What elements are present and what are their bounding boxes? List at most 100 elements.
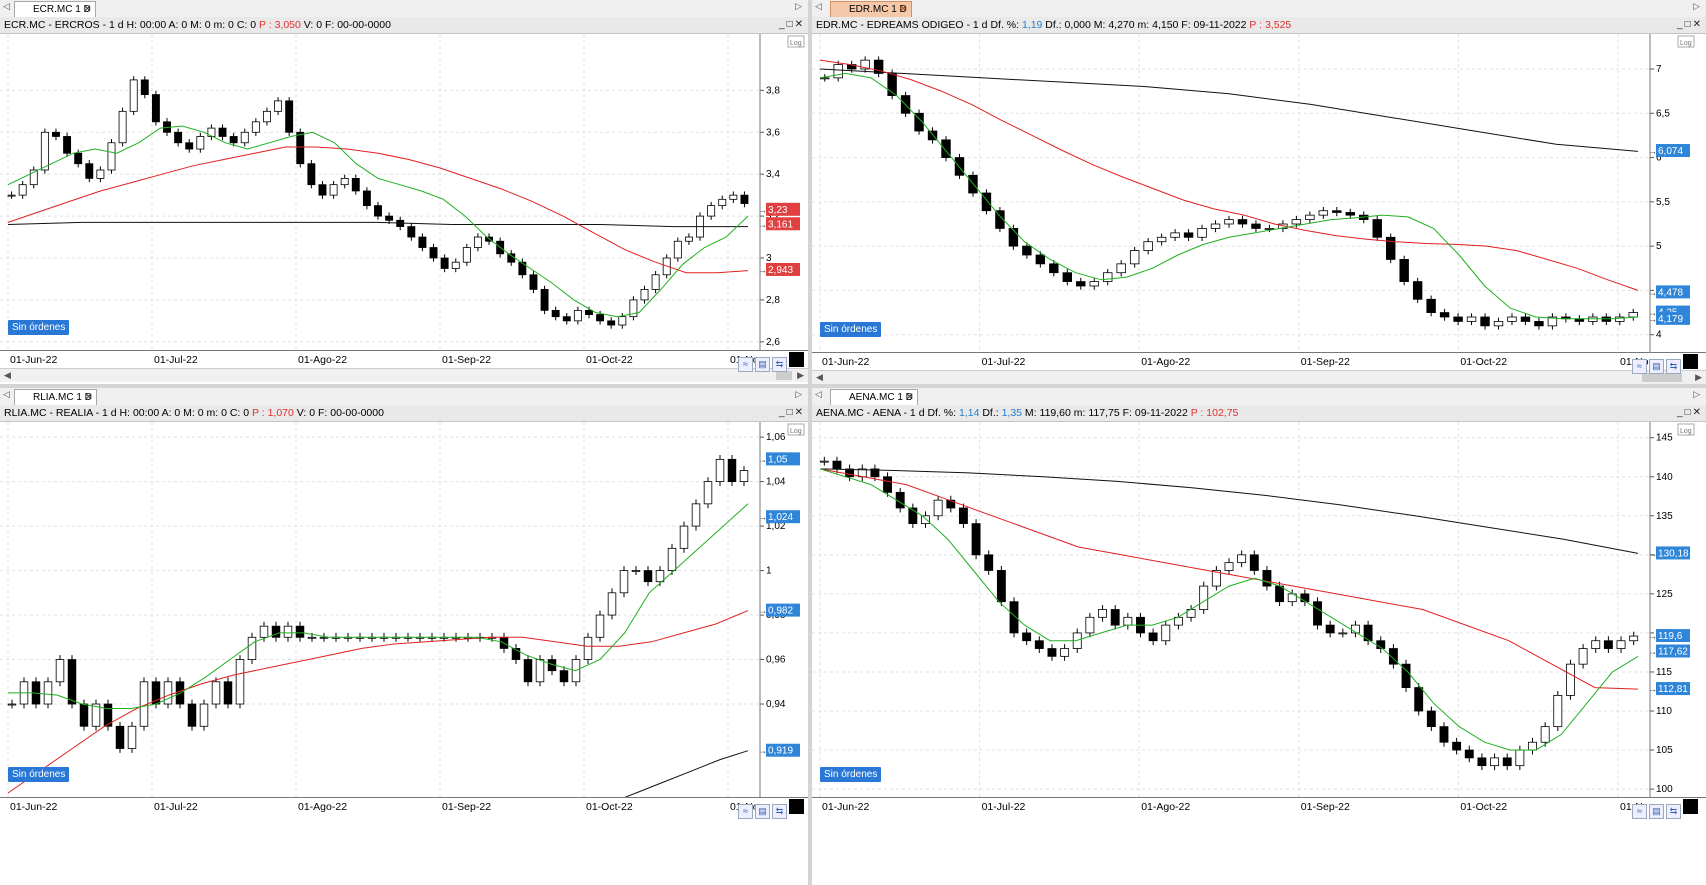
color-icon[interactable] xyxy=(789,352,804,367)
candle-body xyxy=(107,142,116,171)
candle-body xyxy=(832,460,842,470)
minimize-icon[interactable]: _ xyxy=(779,407,787,418)
close-icon[interactable]: ✕ xyxy=(794,19,805,30)
window-controls[interactable]: _□✕ xyxy=(1677,405,1703,421)
scroll-thumb[interactable] xyxy=(1642,373,1682,382)
candle-body xyxy=(40,131,49,171)
candle-body xyxy=(1565,663,1575,696)
price-tag xyxy=(766,452,800,466)
horizontal-scrollbar[interactable]: ◀ ▶ xyxy=(812,370,1706,384)
y-tick-label: 1,02 xyxy=(766,521,786,532)
candle-body xyxy=(79,703,89,727)
orders-badge[interactable]: Sin órdenes xyxy=(8,320,70,335)
color-icon[interactable] xyxy=(1683,354,1698,369)
candle-body xyxy=(1547,316,1558,327)
save-icon[interactable]: ▤ xyxy=(1649,804,1664,819)
last-price: P : 3,525 xyxy=(1249,19,1292,31)
price-tag-label: 130,18 xyxy=(1658,548,1689,559)
color-icon[interactable] xyxy=(1683,799,1698,814)
tab-aena[interactable]: AENA.MC 1 D ✕ xyxy=(830,389,918,405)
window-controls[interactable]: _□✕ xyxy=(1677,17,1703,33)
tab-scroll-left-icon[interactable]: ◁ xyxy=(815,389,822,399)
tab-ecr[interactable]: ECR.MC 1 D ✕ xyxy=(14,1,96,17)
tab-scroll-left-icon[interactable]: ◁ xyxy=(3,389,10,399)
tab-scroll-right-icon[interactable]: ▷ xyxy=(795,1,802,11)
tab-edr[interactable]: EDR.MC 1 D ✕ xyxy=(830,1,912,17)
save-icon[interactable]: ▤ xyxy=(755,804,770,819)
orders-badge[interactable]: Sin órdenes xyxy=(820,767,882,782)
price-arrow: → xyxy=(758,219,767,229)
scroll-left-icon[interactable]: ◀ xyxy=(816,372,823,382)
close-tab-icon[interactable]: ✕ xyxy=(899,4,908,15)
tab-scroll-right-icon[interactable]: ▷ xyxy=(1693,389,1700,399)
close-tab-icon[interactable]: ✕ xyxy=(84,392,93,403)
window-controls[interactable]: _□✕ xyxy=(779,405,805,421)
candle-body xyxy=(1452,741,1462,751)
horizontal-scrollbar[interactable]: ◀ ▶ xyxy=(0,368,808,382)
save-icon[interactable]: ▤ xyxy=(1649,359,1664,374)
candle-body xyxy=(1237,219,1248,225)
candle-body xyxy=(1578,648,1588,665)
close-tab-icon[interactable]: ✕ xyxy=(905,392,914,403)
color-icon[interactable] xyxy=(789,799,804,814)
price-chart[interactable]: 1,061,041,0210,980,960,94Log1,05→1,024→0… xyxy=(0,422,808,797)
tab-scroll-left-icon[interactable]: ◁ xyxy=(815,1,822,11)
candle-body xyxy=(96,169,105,179)
minimize-icon[interactable]: _ xyxy=(779,19,787,30)
chart-tools[interactable]: ≈ ▤ ⇆ xyxy=(1630,799,1698,819)
tab-scroll-right-icon[interactable]: ▷ xyxy=(1693,1,1700,11)
tab-label: RLIA.MC 1 D xyxy=(33,392,92,403)
close-tab-icon[interactable]: ✕ xyxy=(83,4,92,15)
last-price: P : 3,050 xyxy=(259,19,301,31)
price-chart[interactable]: 145140135130125120115110105100Log130,18→… xyxy=(812,422,1706,797)
candle-body xyxy=(883,476,893,493)
scroll-thumb[interactable] xyxy=(776,371,792,380)
chart-tools[interactable]: ≈ ▤ ⇆ xyxy=(1630,354,1698,374)
tab-scroll-left-icon[interactable]: ◁ xyxy=(3,1,10,11)
maximize-icon[interactable]: □ xyxy=(1684,19,1693,30)
split-icon[interactable]: ⇆ xyxy=(772,357,787,372)
orders-badge[interactable]: Sin órdenes xyxy=(820,322,882,337)
zoom-icon[interactable]: ≈ xyxy=(1632,804,1647,819)
close-icon[interactable]: ✕ xyxy=(1692,19,1703,30)
candle-body xyxy=(954,157,965,176)
close-icon[interactable]: ✕ xyxy=(1692,407,1703,418)
y-tick-label: 3,2 xyxy=(766,211,780,222)
maximize-icon[interactable]: □ xyxy=(786,19,795,30)
save-icon[interactable]: ▤ xyxy=(755,357,770,372)
window-controls[interactable]: _□✕ xyxy=(779,17,805,33)
maximize-icon[interactable]: □ xyxy=(1684,407,1693,418)
maximize-icon[interactable]: □ xyxy=(786,407,795,418)
scroll-right-icon[interactable]: ▶ xyxy=(1695,372,1702,382)
log-toggle-label: Log xyxy=(790,428,802,435)
x-tick-label: 01-Jul-22 xyxy=(981,801,1026,813)
candle-body xyxy=(1251,223,1261,229)
candle-body xyxy=(845,468,855,478)
split-icon[interactable]: ⇆ xyxy=(1666,359,1681,374)
minimize-icon[interactable]: _ xyxy=(1677,407,1685,418)
candle-body xyxy=(1502,757,1512,767)
tab-rlia[interactable]: RLIA.MC 1 D ✕ xyxy=(14,389,97,405)
orders-badge[interactable]: Sin órdenes xyxy=(8,767,70,782)
zoom-icon[interactable]: ≈ xyxy=(738,357,753,372)
candle-body xyxy=(1062,272,1073,282)
price-tag xyxy=(766,202,800,216)
candle-body xyxy=(462,247,471,263)
candle-body xyxy=(1325,624,1335,634)
scroll-left-icon[interactable]: ◀ xyxy=(4,370,11,380)
candle-body xyxy=(870,468,880,478)
split-icon[interactable]: ⇆ xyxy=(772,804,787,819)
close-icon[interactable]: ✕ xyxy=(794,407,805,418)
minimize-icon[interactable]: _ xyxy=(1677,19,1685,30)
scroll-right-icon[interactable]: ▶ xyxy=(797,370,804,380)
chart-tools[interactable]: ≈ ▤ ⇆ xyxy=(736,799,804,819)
tab-scroll-right-icon[interactable]: ▷ xyxy=(795,389,802,399)
zoom-icon[interactable]: ≈ xyxy=(1632,359,1647,374)
y-tick-label: 3,8 xyxy=(766,85,780,96)
split-icon[interactable]: ⇆ xyxy=(1666,804,1681,819)
chart-tools[interactable]: ≈ ▤ ⇆ xyxy=(736,352,804,372)
zoom-icon[interactable]: ≈ xyxy=(738,804,753,819)
candle-body xyxy=(518,261,527,276)
